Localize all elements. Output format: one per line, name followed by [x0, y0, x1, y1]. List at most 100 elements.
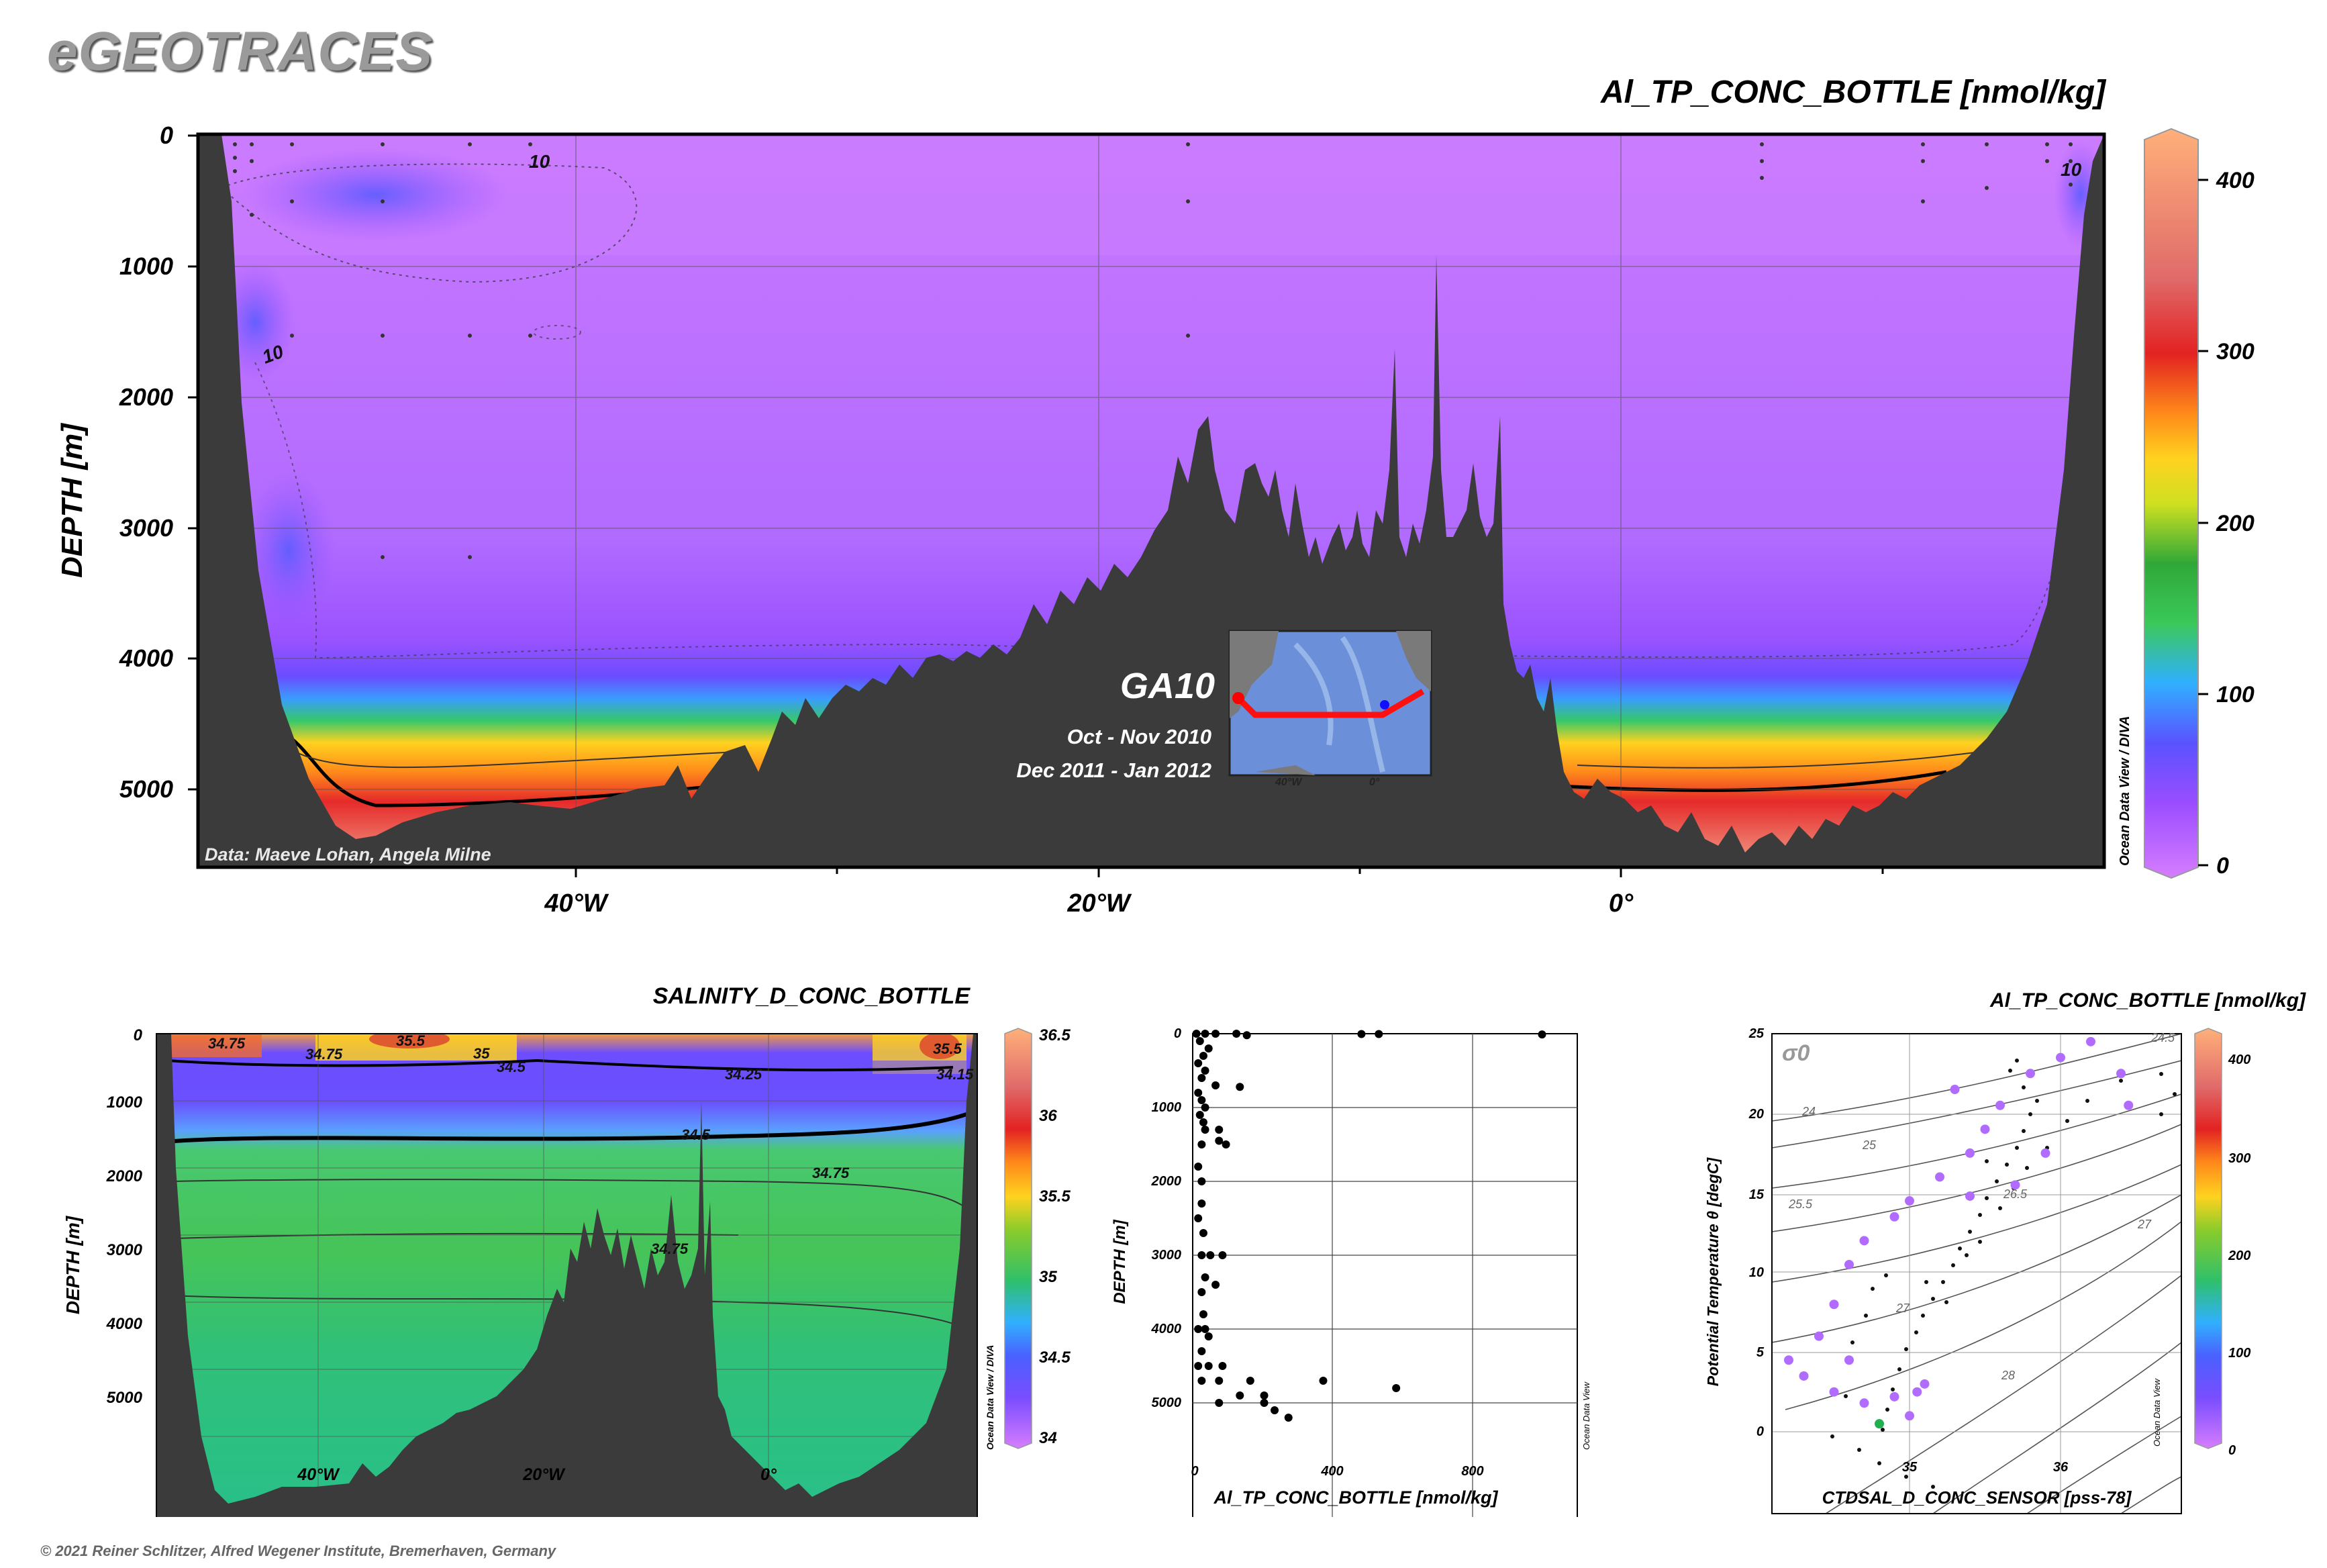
ts-point [1859, 1398, 1869, 1408]
ts-point [2116, 1069, 2126, 1079]
profile-point [1199, 1229, 1207, 1237]
sal-y-tick: 0 [134, 1026, 143, 1044]
contour-label: 10 [2061, 159, 2082, 180]
sal-contour-label: 34.5 [497, 1059, 526, 1075]
ts-scatter-chart: Al_TP_CONC_BOTTLE [nmol/kg] [1704, 989, 2306, 1514]
profile-point [1197, 1140, 1206, 1148]
ts-point [2040, 1148, 2050, 1158]
copyright: © 2021 Reiner Schlitzer, Alfred Wegener … [40, 1542, 556, 1559]
sal-colorbar-tick: 36 [1039, 1107, 1057, 1125]
main-y-tick: 4000 [119, 644, 173, 672]
ts-point [1965, 1191, 1975, 1201]
ts-colorbar-tick: 400 [2228, 1052, 2250, 1067]
profile-point [1218, 1251, 1227, 1259]
sal-y-tick: 5000 [107, 1389, 143, 1407]
ts-colorbar-tick: 200 [2228, 1248, 2250, 1263]
ts-point [1965, 1148, 1975, 1158]
profile-x-tick: 400 [1320, 1464, 1343, 1479]
sal-contour-label: 34.75 [208, 1035, 246, 1052]
isopycnal-label: 27 [1895, 1302, 1910, 1315]
sal-contour-label: 34.75 [651, 1240, 689, 1257]
profile-y-tick: 1000 [1152, 1100, 1182, 1115]
ts-point [1920, 1379, 1930, 1389]
profile-points [1192, 1030, 1546, 1422]
profile-point [1201, 1030, 1209, 1038]
salinity-colorbar: 36.5 36 35.5 35 34.5 34 [1004, 1026, 1071, 1449]
odv-credit: Ocean Data View / DIVA [2118, 716, 2132, 866]
profile-point [1236, 1391, 1244, 1400]
sal-contour-label: 34.25 [725, 1066, 762, 1083]
profile-point [1195, 1037, 1204, 1045]
profile-x-tick: 800 [1461, 1464, 1483, 1479]
sal-x-tick: 0° [760, 1465, 777, 1484]
ts-point [1844, 1355, 1854, 1365]
main-colorbar: 400 300 200 100 0 [2144, 128, 2255, 879]
main-y-tick: 0 [160, 121, 173, 149]
profile-scatter-chart: 0 1000 2000 3000 4000 5000 0 400 800 Al_… [1111, 1026, 1591, 1517]
profile-point [1319, 1377, 1328, 1385]
isopycnal-label: 27 [2137, 1218, 2152, 1231]
profile-point [1538, 1030, 1546, 1039]
ts-point [1980, 1124, 1990, 1134]
ts-point [1829, 1387, 1839, 1397]
ts-y-tick: 20 [1748, 1107, 1764, 1122]
profile-point [1211, 1281, 1220, 1289]
isopycnal-label: 25 [1862, 1138, 1877, 1152]
sal-y-tick: 1000 [107, 1093, 143, 1112]
ts-y-tick: 0 [1756, 1424, 1764, 1439]
colorbar-tick: 300 [2216, 339, 2255, 364]
profile-point [1197, 1377, 1206, 1385]
profile-point [1197, 1096, 1206, 1104]
main-y-tick: 5000 [119, 775, 173, 803]
ts-x-tick: 35 [1902, 1460, 1918, 1475]
profile-x-axis-label: Al_TP_CONC_BOTTLE [nmol/kg] [1213, 1487, 1498, 1508]
profile-point [1199, 1052, 1207, 1060]
salinity-bathymetry [156, 1034, 977, 1517]
profile-point [1197, 1288, 1206, 1296]
map-tick: 0° [1369, 777, 1380, 788]
sal-colorbar-tick: 34.5 [1039, 1349, 1071, 1367]
profile-point [1271, 1406, 1279, 1414]
sal-contour-label: 35.5 [933, 1040, 962, 1057]
profile-point [1194, 1059, 1203, 1067]
profile-point [1215, 1126, 1224, 1134]
sal-x-tick: 40°W [297, 1465, 340, 1484]
colorbar-tick: 0 [2216, 853, 2229, 879]
map-tick: 40°W [1275, 777, 1303, 788]
profile-point [1201, 1325, 1209, 1333]
profile-x-tick: 0 [1191, 1464, 1198, 1479]
main-x-tick: 40°W [544, 889, 609, 918]
profile-point [1232, 1030, 1241, 1038]
sal-x-tick: 20°W [522, 1465, 566, 1484]
ts-point [1799, 1371, 1809, 1381]
data-credit: Data: Maeve Lohan, Angela Milne [205, 844, 491, 865]
ts-points [1784, 1036, 2134, 1429]
sal-y-tick: 2000 [106, 1167, 143, 1185]
ts-point [2124, 1100, 2134, 1110]
ts-x-tick: 36 [2053, 1460, 2069, 1475]
sigma-label: σ0 [1782, 1040, 1810, 1066]
ts-point [1859, 1236, 1869, 1246]
sal-contour-label: 35 [473, 1045, 490, 1062]
profile-point [1201, 1104, 1209, 1112]
profile-point [1204, 1044, 1213, 1052]
profile-point [1197, 1074, 1206, 1082]
ts-point [1912, 1387, 1922, 1397]
sal-odv-credit: Ocean Data View / DIVA [985, 1345, 995, 1450]
salinity-title: SALINITY_D_CONC_BOTTLE [653, 983, 971, 1009]
profile-point [1357, 1030, 1366, 1038]
isopycnal-label: 24.5 [2150, 1031, 2175, 1044]
profile-point [1197, 1199, 1206, 1208]
ts-title: Al_TP_CONC_BOTTLE [nmol/kg] [1989, 989, 2306, 1012]
profile-y-tick: 4000 [1151, 1322, 1182, 1336]
main-section-chart: 0 1000 2000 3000 4000 5000 40°W 20°W 0° … [56, 121, 2255, 918]
main-x-tick: 0° [1609, 889, 1634, 918]
ts-point [1995, 1100, 2005, 1110]
profile-point [1375, 1030, 1383, 1038]
profile-point [1204, 1332, 1213, 1340]
profile-point [1194, 1163, 1203, 1171]
ts-point [2026, 1069, 2035, 1079]
ts-colorbar-tick: 0 [2228, 1443, 2236, 1458]
cruise-period-2: Dec 2011 - Jan 2012 [1016, 758, 1211, 782]
ts-point [1950, 1085, 1960, 1095]
